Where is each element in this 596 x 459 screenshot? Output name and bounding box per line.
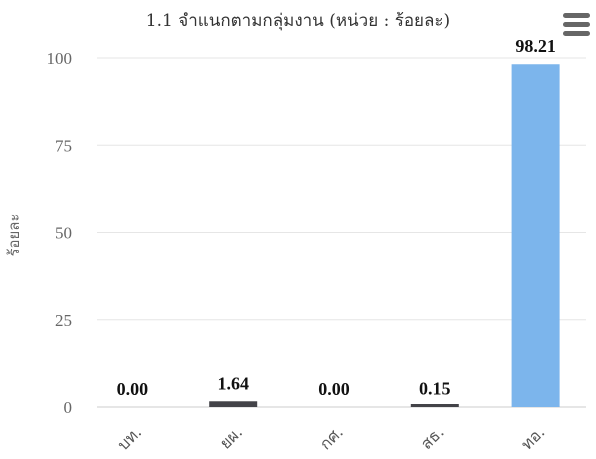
y-tick-label: 25 — [55, 311, 72, 330]
data-label: 0.15 — [419, 378, 451, 398]
y-gridlines — [97, 57, 586, 408]
x-axis-ticks: บท. ยผ. กศ. สธ. ทอ. — [114, 422, 549, 454]
x-tick-label: สธ. — [417, 422, 448, 453]
data-label: 1.64 — [217, 373, 249, 393]
x-tick-label: ทอ. — [517, 422, 548, 453]
y-tick-label: 75 — [55, 136, 72, 155]
context-menu-button[interactable] — [560, 12, 592, 40]
x-tick-label: กศ. — [316, 422, 347, 453]
data-label: 0.00 — [318, 379, 350, 399]
y-tick-label: 50 — [55, 224, 72, 243]
data-label: 0.00 — [117, 379, 149, 399]
bar[interactable] — [410, 404, 459, 407]
y-axis-label: ร้อยละ — [5, 213, 23, 256]
chart-title: 1.1 จำแนกตามกลุ่มงาน (หน่วย : ร้อยละ) — [146, 11, 450, 31]
y-tick-label: 0 — [64, 398, 73, 417]
bars — [209, 64, 560, 407]
bar[interactable] — [209, 401, 258, 407]
data-labels: 0.00 1.64 0.00 0.15 98.21 — [117, 36, 556, 399]
hamburger-menu-icon — [563, 13, 590, 36]
y-tick-label: 100 — [47, 49, 73, 68]
x-tick-label: บท. — [114, 422, 146, 454]
y-axis-ticks: 0 25 50 75 100 — [47, 49, 73, 417]
x-tick-label: ยผ. — [216, 422, 246, 452]
data-label: 98.21 — [515, 36, 556, 56]
bar[interactable] — [511, 64, 560, 407]
